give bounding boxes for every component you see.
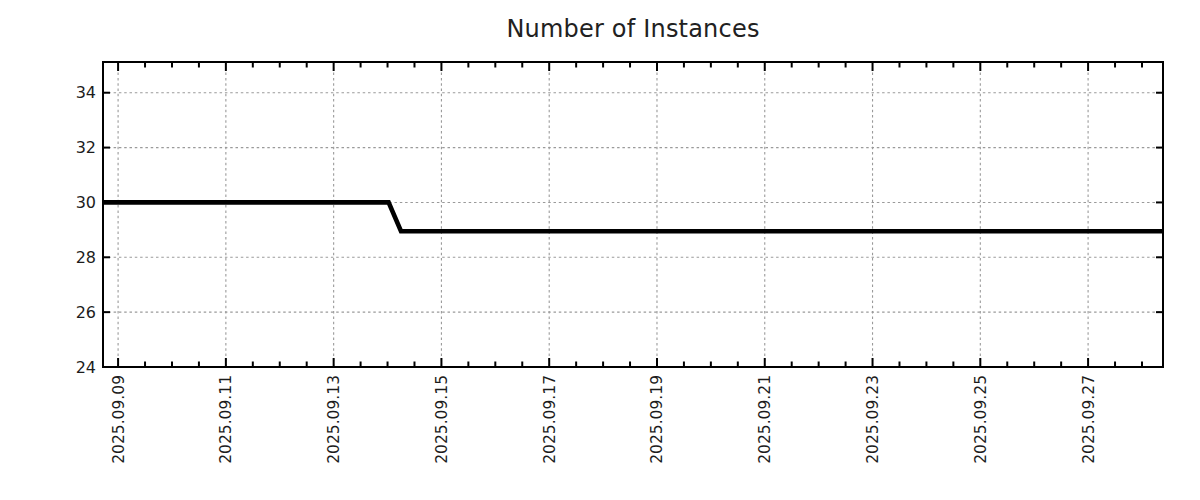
x-tick-label: 2025.09.25: [972, 375, 990, 464]
plot-area: 24 26 28 30 32 34 2025.09.09 2025.09.11 2025.09.…: [0, 0, 1200, 500]
x-tick-label: 2025.09.13: [325, 375, 343, 464]
y-tick-label: 26: [76, 303, 96, 322]
y-tick-label: 30: [76, 193, 96, 212]
x-tick-label: 2025.09.09: [110, 375, 128, 464]
x-tick-label: 2025.09.21: [756, 375, 774, 464]
x-tick-label: 2025.09.11: [217, 375, 235, 464]
x-tick-label: 2025.09.19: [648, 375, 666, 464]
plot-frame: [103, 62, 1163, 367]
series-line-instances: [103, 202, 1163, 231]
x-tick-label: 2025.09.23: [864, 375, 882, 464]
x-tick-label: 2025.09.17: [541, 375, 559, 464]
y-tick-label: 24: [76, 358, 96, 377]
y-tick-label: 34: [76, 83, 96, 102]
x-tick-label: 2025.09.15: [433, 375, 451, 464]
chart-canvas: Number of Instances 2426283032342025.09.…: [0, 0, 1200, 500]
y-tick-label: 28: [76, 248, 96, 267]
y-tick-label: 32: [76, 138, 96, 157]
x-tick-label: 2025.09.27: [1080, 375, 1098, 464]
